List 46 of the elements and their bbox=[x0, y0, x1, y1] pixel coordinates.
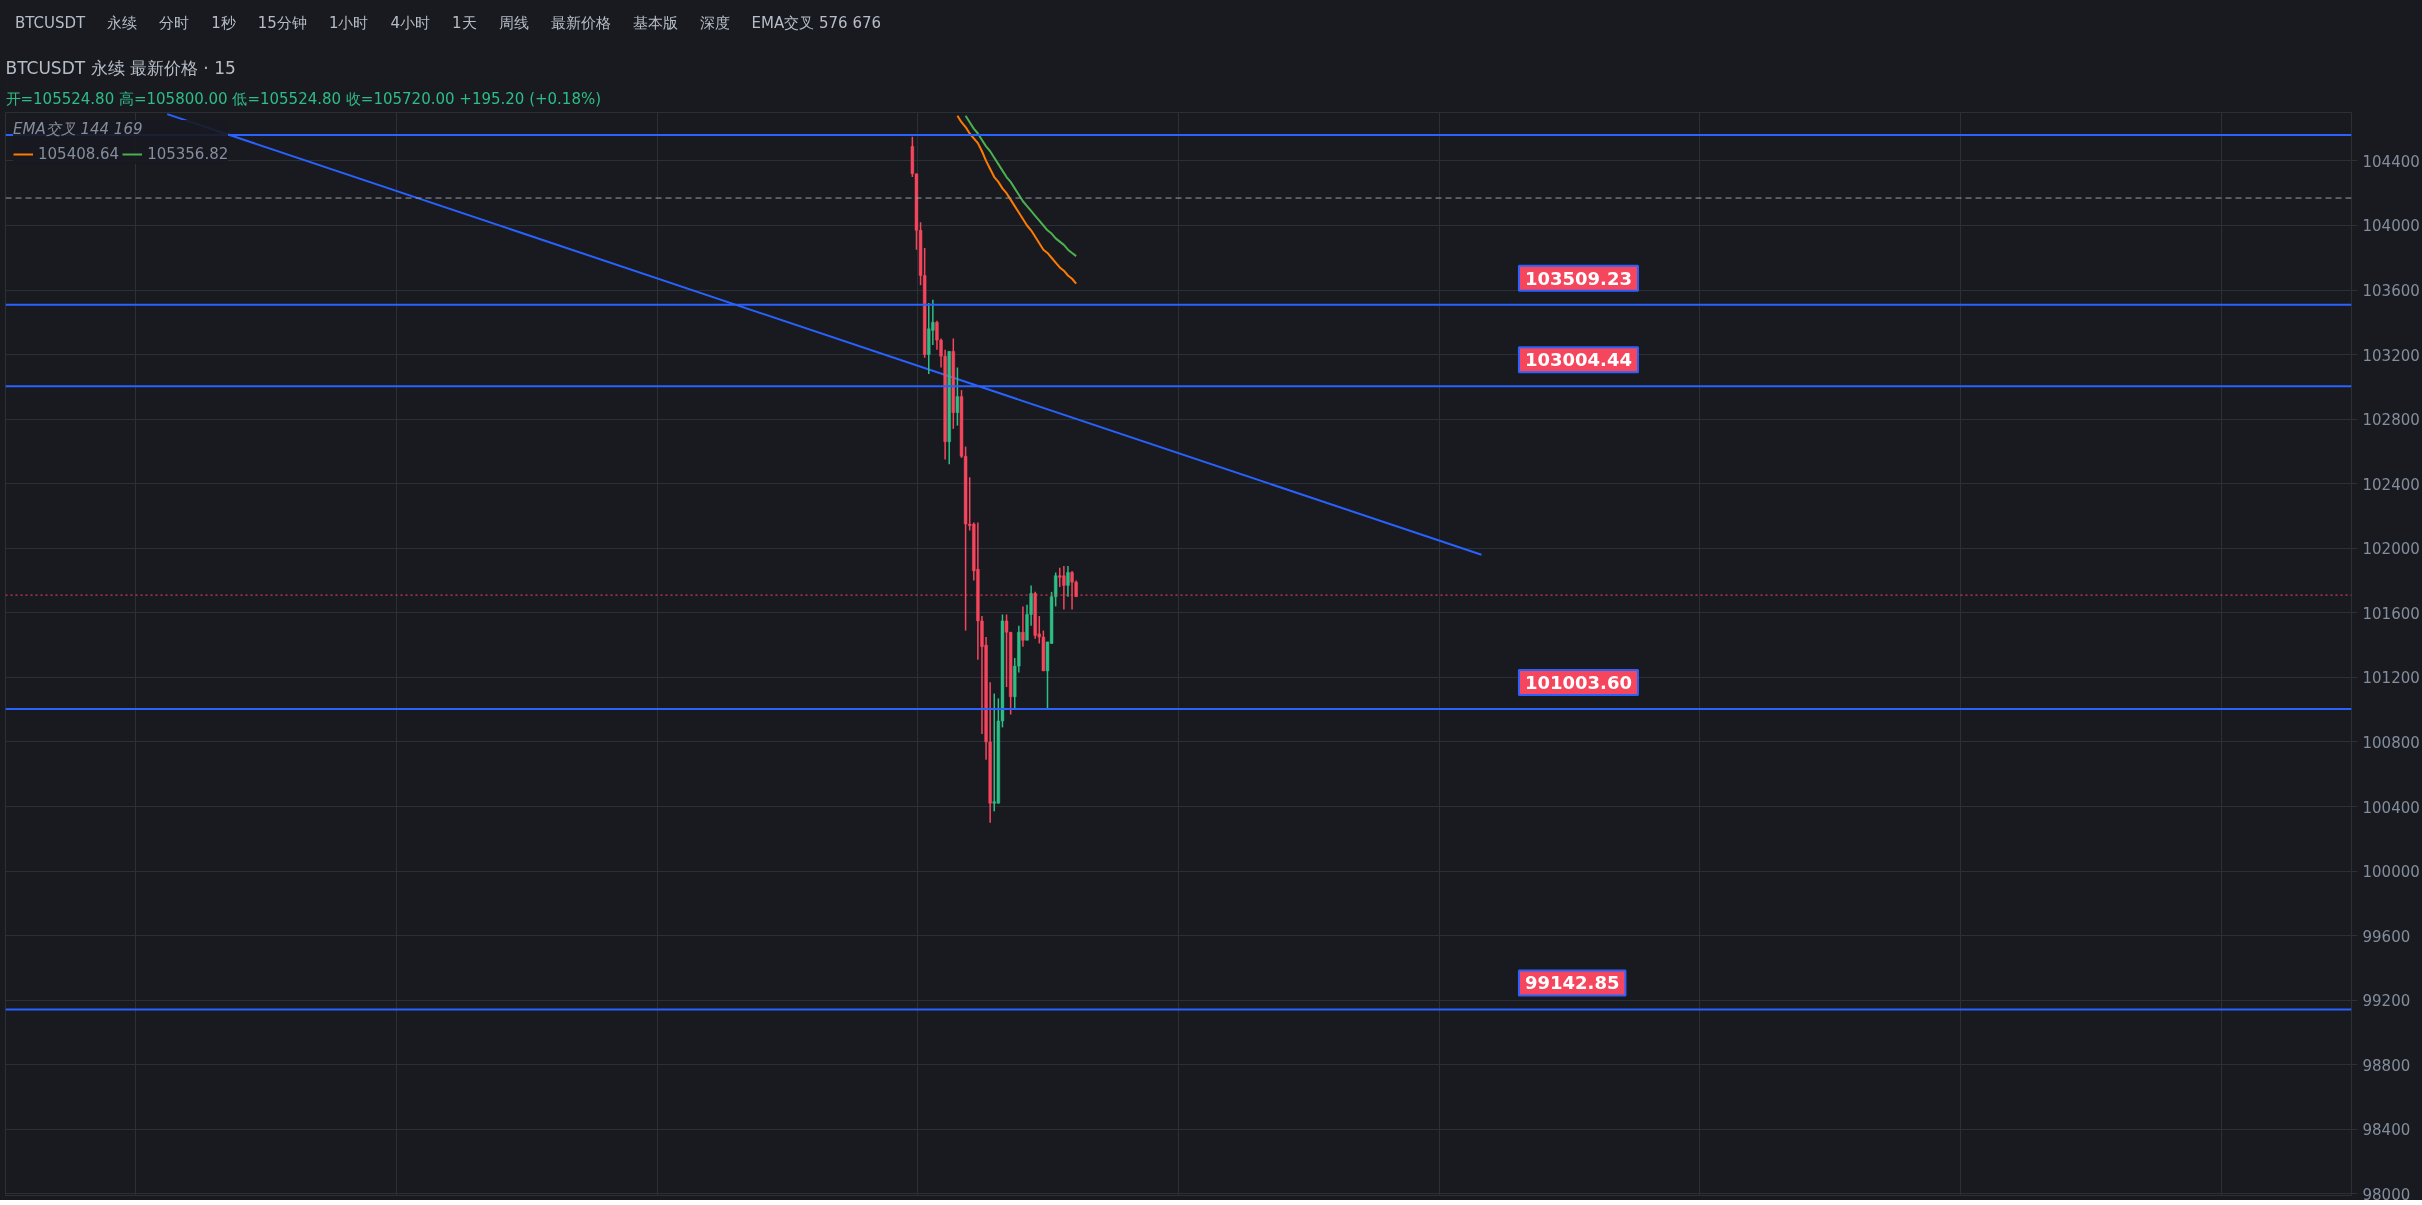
text: 1秒 bbox=[211, 14, 236, 32]
y-tick-label: 102800 bbox=[2362, 411, 2420, 430]
candlestick bbox=[1021, 605, 1025, 648]
text: 基本版 bbox=[632, 14, 678, 32]
y-tick-label: 104000 bbox=[2362, 217, 2420, 236]
ref-line-label: 99142.85 bbox=[1524, 972, 1620, 994]
y-tick-label: 99200 bbox=[2362, 992, 2411, 1011]
y-tick-label: 101200 bbox=[2362, 669, 2420, 688]
candlestick bbox=[992, 692, 996, 813]
y-tick-label: 100400 bbox=[2362, 798, 2420, 817]
text: EMA交叉 576 676 bbox=[751, 14, 882, 32]
legend-title: EMA交叉 144 169 bbox=[13, 120, 144, 139]
text: 深度 bbox=[699, 14, 730, 32]
chart-title: BTCUSDT 永续 最新价格 · 15 bbox=[5, 57, 236, 78]
y-tick-label: 102000 bbox=[2362, 540, 2420, 559]
y-tick-label: 101600 bbox=[2362, 604, 2420, 623]
ref-line-label: 101003.60 bbox=[1524, 672, 1632, 694]
text: 1天 bbox=[452, 14, 477, 32]
line-series bbox=[956, 114, 1078, 285]
candlestick bbox=[1058, 566, 1062, 588]
text: 15分钟 bbox=[257, 14, 307, 32]
text: 永续 bbox=[107, 14, 138, 32]
y-tick-label: 98000 bbox=[2362, 1185, 2411, 1204]
y-tick-label: 102400 bbox=[2362, 475, 2420, 494]
text: 分时 bbox=[159, 14, 190, 32]
candlestick bbox=[1066, 565, 1070, 598]
y-tick-label: 99600 bbox=[2362, 927, 2411, 946]
y-tick-label: 98800 bbox=[2362, 1056, 2411, 1075]
y-tick-label: 104400 bbox=[2362, 152, 2420, 171]
ref-line-label: 103509.23 bbox=[1524, 267, 1632, 289]
legend-label: 105356.82 bbox=[147, 145, 229, 163]
text: 4小时 bbox=[390, 14, 430, 32]
legend-label: 105408.64 bbox=[38, 145, 120, 163]
chart-subtitle: 开=105524.80 高=105800.00 低=105524.80 收=105720.00 +195.20 (+0.18%) bbox=[5, 89, 602, 108]
y-tick-label: 98400 bbox=[2362, 1121, 2411, 1140]
text: 周线 bbox=[498, 14, 529, 32]
y-tick-label: 100000 bbox=[2362, 863, 2420, 882]
y-tick-label: 103600 bbox=[2362, 282, 2420, 301]
text: 1小时 bbox=[328, 14, 369, 32]
text: BTCUSDT bbox=[15, 14, 86, 32]
y-tick-label: 103200 bbox=[2362, 346, 2420, 365]
ref-line-label: 103004.44 bbox=[1524, 349, 1632, 371]
line-series bbox=[964, 114, 1078, 258]
text: 最新价格 bbox=[550, 14, 611, 32]
y-tick-label: 100800 bbox=[2362, 733, 2420, 752]
candlestick bbox=[955, 366, 960, 427]
